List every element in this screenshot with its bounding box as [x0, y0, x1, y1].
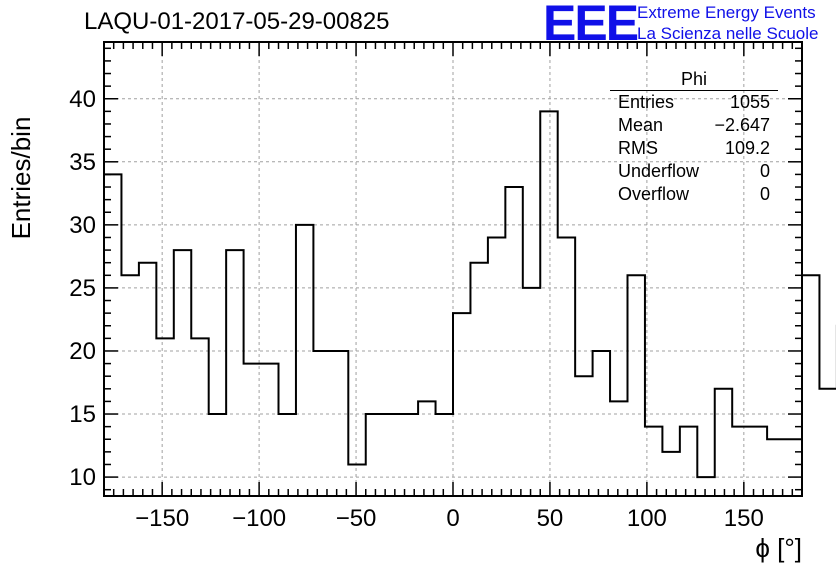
stat-label: Overflow [618, 184, 690, 204]
histogram-bin [750, 427, 767, 496]
x-tick-label: 0 [446, 505, 459, 532]
y-tick-label: 15 [69, 401, 96, 428]
histogram-bin [715, 389, 732, 496]
stat-row-rms: RMS 109.2 [610, 137, 778, 160]
y-tick-label: 20 [69, 338, 96, 365]
histogram-bin [662, 452, 679, 496]
histogram-outline [103, 110, 836, 496]
histogram-bin [488, 237, 505, 496]
histogram-bin [209, 414, 226, 496]
histogram-bin [331, 351, 348, 496]
histogram-bin [296, 225, 313, 496]
histogram-bin [313, 351, 330, 496]
histogram-bin [279, 414, 296, 496]
histogram-bin [121, 275, 138, 496]
x-tick-label: 50 [537, 505, 564, 532]
y-tick-label: 40 [69, 86, 96, 113]
stat-label: RMS [618, 138, 658, 158]
stat-label: Underflow [618, 161, 700, 181]
stat-value: 0 [759, 184, 770, 204]
histogram-bin [767, 439, 784, 496]
histogram-bin [139, 263, 156, 496]
y-tick-label: 30 [69, 212, 96, 239]
histogram-bin [226, 250, 243, 496]
y-tick-label: 25 [69, 275, 96, 302]
y-tick-labels: 10 15 20 25 30 35 40 [69, 86, 96, 491]
stat-label: Mean [618, 115, 664, 135]
histogram-bin [244, 364, 261, 496]
histogram-bin [261, 364, 278, 496]
chart-title: LAQU-01-2017-05-29-00825 [84, 8, 390, 35]
histogram-bin [523, 288, 540, 496]
x-axis-label: ϕ [°] [755, 533, 802, 563]
histogram-bin [575, 376, 592, 496]
histogram-bin [436, 414, 453, 496]
stat-value: 1055 [729, 92, 770, 112]
histogram-bin [540, 111, 557, 496]
stats-title: Phi [610, 68, 778, 91]
histogram-bin [453, 313, 470, 496]
histogram-bin [505, 187, 522, 496]
stat-row-entries: Entries 1055 [610, 91, 778, 114]
histogram-bin [418, 401, 435, 496]
x-tick-label: −150 [135, 505, 189, 532]
histogram-bin [802, 275, 819, 496]
histogram-bin [348, 464, 365, 496]
histogram-bin [680, 427, 697, 496]
logo-line-2: La Scienza nelle Scuole [637, 24, 819, 43]
histogram-bin [628, 275, 645, 496]
histogram-bin [697, 477, 714, 496]
histogram-bin [470, 263, 487, 496]
histogram-bin [104, 174, 121, 496]
x-tick-label: −50 [336, 505, 377, 532]
stat-label: Entries [618, 92, 675, 112]
x-tick-labels: −150 −100 −50 0 50 100 150 [135, 505, 764, 532]
stat-row-mean: Mean −2.647 [610, 114, 778, 137]
x-tick-label: 150 [724, 505, 764, 532]
logo-line-1: Extreme Energy Events [637, 3, 816, 22]
histogram-bin [156, 338, 173, 496]
histogram-bin [593, 351, 610, 496]
stat-value: 0 [759, 161, 770, 181]
x-tick-label: −100 [232, 505, 286, 532]
histogram-bin [558, 237, 575, 496]
stat-value: −2.647 [714, 115, 770, 135]
stat-value: 109.2 [724, 138, 770, 158]
histogram-bin [819, 389, 836, 496]
histogram-bin [383, 414, 400, 496]
histogram-bin [174, 250, 191, 496]
y-tick-label: 35 [69, 149, 96, 176]
histogram-bin [401, 414, 418, 496]
x-tick-label: 100 [627, 505, 667, 532]
y-tick-label: 10 [69, 464, 96, 491]
eee-logo: EEE [543, 0, 639, 51]
axis-ticks [104, 42, 802, 496]
y-axis-label: Entries/bin [6, 117, 36, 240]
stats-box: Phi Entries 1055 Mean −2.647 RMS 109.2 U… [610, 68, 778, 206]
histogram-bin [191, 338, 208, 496]
stat-row-underflow: Underflow 0 [610, 160, 778, 183]
histogram-bin [732, 427, 749, 496]
stat-row-overflow: Overflow 0 [610, 183, 778, 206]
histogram-bin [366, 414, 383, 496]
histogram-bin [785, 439, 802, 496]
histogram-bin [610, 401, 627, 496]
